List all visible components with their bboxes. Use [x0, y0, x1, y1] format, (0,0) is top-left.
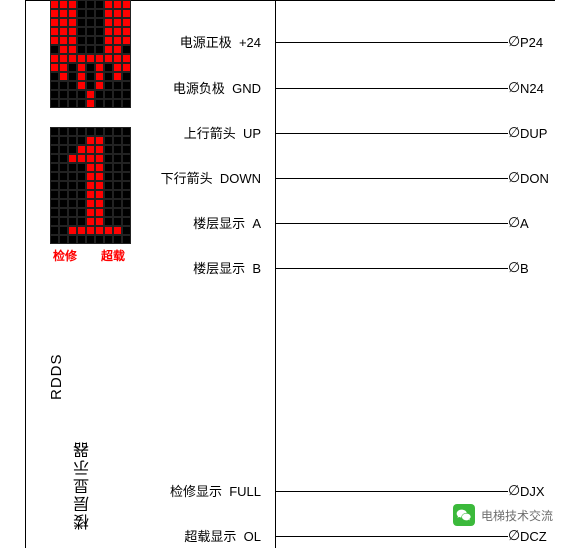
wire-line: [275, 42, 508, 43]
terminal-row: 楼层显示 B ∅B: [0, 258, 571, 278]
terminal-label: 楼层显示 B: [193, 258, 261, 277]
terminal-signal: B: [520, 261, 529, 276]
device-code: RDDS: [48, 353, 65, 400]
terminal-label: 检修显示 FULL: [170, 481, 261, 500]
terminal-signal: DON: [520, 171, 549, 186]
terminal-label: 电源正极 +24: [180, 32, 261, 51]
terminal-signal: N24: [520, 81, 544, 96]
terminal-signal: DJX: [520, 484, 545, 499]
terminal-node-icon: ∅: [508, 33, 520, 50]
terminal-label: 超载显示 OL: [184, 526, 261, 545]
terminal-label: 楼层显示 A: [193, 213, 261, 232]
terminal-signal: DCZ: [520, 529, 547, 544]
terminal-row: 下行箭头 DOWN ∅DON: [0, 168, 571, 188]
wire-line: [275, 491, 508, 492]
terminal-node-icon: ∅: [508, 527, 520, 544]
wire-line: [275, 223, 508, 224]
wire-line: [275, 178, 508, 179]
terminal-signal: DUP: [520, 126, 547, 141]
terminal-signal: P24: [520, 35, 543, 50]
wire-line: [275, 88, 508, 89]
wire-line: [275, 133, 508, 134]
terminal-label: 下行箭头 DOWN: [161, 168, 261, 187]
terminal-node-icon: ∅: [508, 169, 520, 186]
terminal-row: 上行箭头 UP ∅DUP: [0, 123, 571, 143]
terminal-row: 电源正极 +24 ∅P24: [0, 32, 571, 52]
terminal-row: 电源负极 GND ∅N24: [0, 78, 571, 98]
terminal-label: 上行箭头 UP: [184, 123, 261, 142]
terminal-node-icon: ∅: [508, 259, 520, 276]
terminal-row: 检修显示 FULL ∅DJX: [0, 481, 571, 501]
watermark: 电梯技术交流: [453, 504, 553, 526]
wire-line: [275, 268, 508, 269]
wire-line: [275, 536, 508, 537]
terminal-row: 楼层显示 A ∅A: [0, 213, 571, 233]
watermark-text: 电梯技术交流: [481, 507, 553, 524]
terminal-row: 超载显示 OL ∅DCZ: [0, 526, 571, 546]
terminal-node-icon: ∅: [508, 214, 520, 231]
terminal-node-icon: ∅: [508, 79, 520, 96]
terminal-signal: A: [520, 216, 529, 231]
wechat-icon: [453, 504, 475, 526]
terminal-node-icon: ∅: [508, 124, 520, 141]
terminal-label: 电源负极 GND: [173, 78, 261, 97]
terminal-node-icon: ∅: [508, 482, 520, 499]
